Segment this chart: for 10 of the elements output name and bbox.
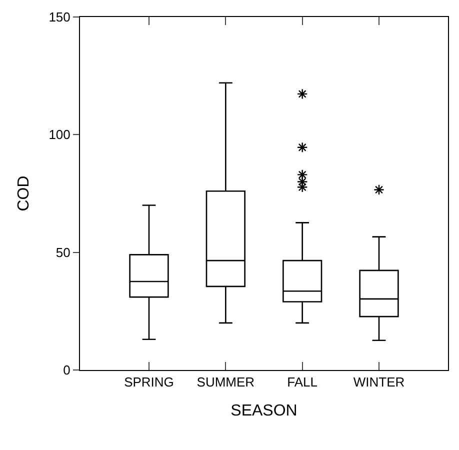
y-tick-label: 150 [48, 10, 70, 25]
x-tick-label: FALL [287, 374, 318, 390]
x-tick-label: SPRING [124, 374, 174, 390]
x-axis-title: SEASON [230, 402, 298, 420]
y-axis-title: COD [16, 176, 33, 212]
y-tick-label: 100 [48, 127, 70, 142]
y-tick-label: 50 [56, 244, 70, 260]
x-tick-label: WINTER [353, 374, 405, 390]
x-tick-label: SUMMER [196, 374, 255, 390]
y-tick-label: 0 [63, 362, 70, 378]
